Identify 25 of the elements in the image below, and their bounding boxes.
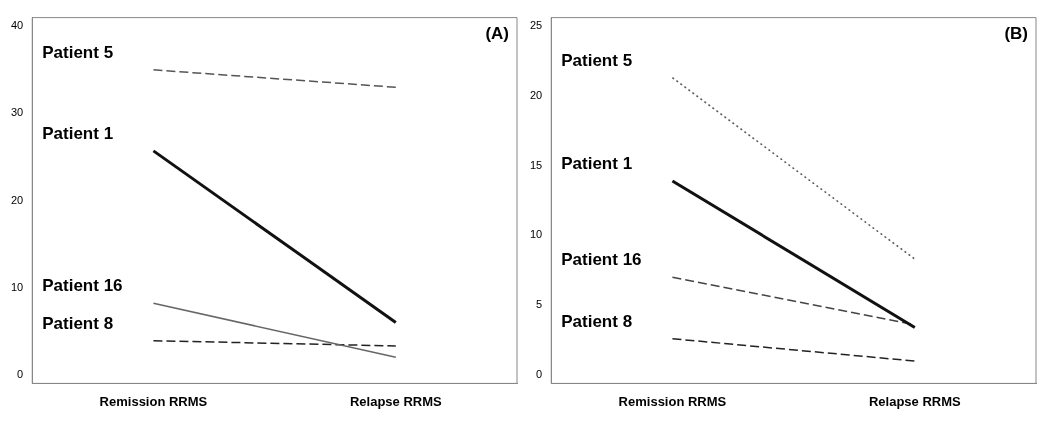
x-tick-label: Remission RRMS [99,393,208,409]
chart-title: (B) [1004,23,1028,43]
text: Patient 1 [561,154,633,174]
x-tick-label: Relapse RRMS [868,393,962,409]
y-tick-label: 40 [10,19,24,32]
y-tick-label: 0 [17,367,24,380]
y-tick-label: 30 [10,106,24,119]
series-label: Patient 16 [561,250,642,270]
y-tick-label: 25 [529,19,543,32]
y-tick-label: 15 [529,158,543,171]
x-tick-label: Relapse RRMS [349,393,443,409]
y-tick-label: 5 [536,298,543,311]
text: Patient 5 [561,50,633,70]
text: Patient 8 [561,311,633,331]
series-label: Patient 16 [42,276,123,296]
y-tick-label: 20 [529,88,543,101]
y-tick-label: 10 [10,280,24,293]
y-tick-label: 0 [536,368,543,381]
chart-title: (A) [485,23,509,43]
y-tick-label: 10 [529,228,543,241]
text: Patient 5 [42,43,114,63]
x-tick-label: Remission RRMS [618,393,727,409]
text: Patient 1 [42,124,114,144]
text: Patient 8 [42,313,114,333]
y-tick-label: 20 [10,193,24,206]
